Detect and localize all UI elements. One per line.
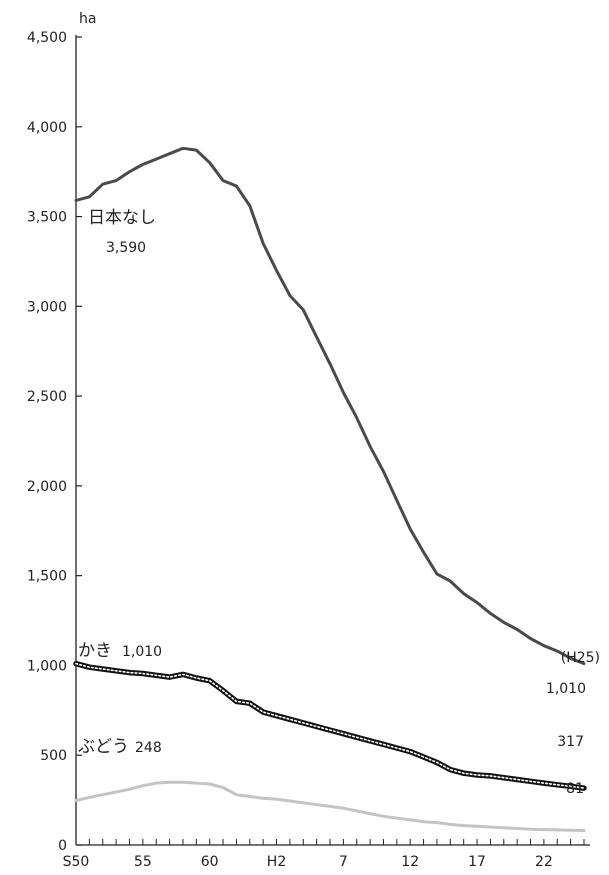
series-start-label-budou: 248 bbox=[135, 740, 162, 756]
x-tick-label: 60 bbox=[201, 854, 219, 870]
series-line-1 bbox=[73, 660, 587, 791]
x-tick-label: 22 bbox=[535, 854, 553, 870]
y-tick-label: 3,000 bbox=[27, 299, 67, 315]
x-tick-label: S50 bbox=[63, 854, 90, 870]
x-tick-label: 12 bbox=[401, 854, 419, 870]
end-year-label: (H25) bbox=[561, 650, 600, 666]
x-tick-label: 7 bbox=[339, 854, 348, 870]
y-tick-label: 0 bbox=[58, 838, 67, 854]
labels-layer: ha (H25) 日本なし 3,590 1,010 かき 1,010 317 ぶ… bbox=[78, 11, 600, 797]
y-axis-label: ha bbox=[79, 11, 96, 27]
series-start-label-nashi: 3,590 bbox=[106, 240, 146, 256]
y-tick-label: 2,500 bbox=[27, 389, 67, 405]
axes: 0 500 1,000 1,500 2,000 2,500 3,000 3,500 4,000 4… bbox=[27, 30, 590, 870]
series-layer bbox=[73, 146, 587, 832]
series-end-label-kaki: 317 bbox=[557, 734, 584, 750]
series-line-0 bbox=[74, 146, 586, 666]
series-name-budou: ぶどう bbox=[78, 737, 129, 757]
y-tick-label: 4,500 bbox=[27, 30, 67, 46]
series-end-label-nashi: 1,010 bbox=[546, 681, 586, 697]
x-tick-label: 17 bbox=[468, 854, 486, 870]
series-line-2 bbox=[74, 780, 586, 832]
y-tick-label: 3,500 bbox=[27, 210, 67, 226]
x-tick-label: H2 bbox=[267, 854, 286, 870]
series-line-pattern-1 bbox=[75, 662, 585, 789]
series-end-label-budou: 81 bbox=[566, 781, 584, 797]
y-tick-label: 4,000 bbox=[27, 120, 67, 136]
series-start-label-kaki: 1,010 bbox=[122, 644, 162, 660]
y-tick-label: 1,500 bbox=[27, 569, 67, 585]
x-tick-label: 55 bbox=[134, 854, 152, 870]
y-tick-label: 1,000 bbox=[27, 658, 67, 674]
series-name-kaki: かき bbox=[78, 641, 112, 661]
y-tick-label: 500 bbox=[40, 748, 67, 764]
y-tick-label: 2,000 bbox=[27, 479, 67, 495]
series-name-nashi: 日本なし bbox=[88, 208, 156, 228]
